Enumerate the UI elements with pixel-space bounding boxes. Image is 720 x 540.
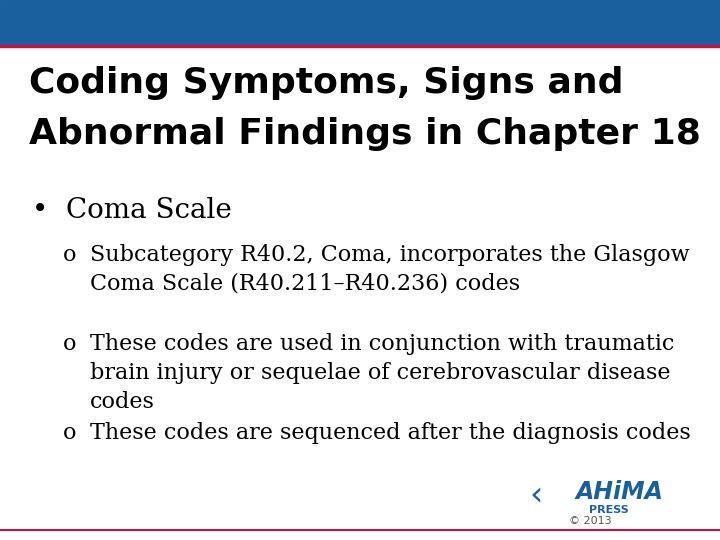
Text: Coding Symptoms, Signs and: Coding Symptoms, Signs and — [29, 66, 624, 100]
Text: © 2013: © 2013 — [569, 516, 612, 526]
Text: o: o — [63, 244, 77, 266]
Text: PRESS: PRESS — [588, 505, 629, 515]
Text: Abnormal Findings in Chapter 18: Abnormal Findings in Chapter 18 — [29, 117, 701, 151]
Bar — [0, 0, 720, 46]
Text: •  Coma Scale: • Coma Scale — [32, 197, 232, 224]
Text: o: o — [63, 333, 77, 355]
Text: These codes are sequenced after the diagnosis codes: These codes are sequenced after the diag… — [90, 422, 690, 444]
Text: Subcategory R40.2, Coma, incorporates the Glasgow
Coma Scale (R40.211–R40.236) c: Subcategory R40.2, Coma, incorporates th… — [90, 244, 690, 295]
Text: ‹: ‹ — [530, 479, 543, 512]
Text: o: o — [63, 422, 77, 444]
Text: These codes are used in conjunction with traumatic
brain injury or sequelae of c: These codes are used in conjunction with… — [90, 333, 675, 413]
Text: AHiMA: AHiMA — [576, 481, 664, 504]
